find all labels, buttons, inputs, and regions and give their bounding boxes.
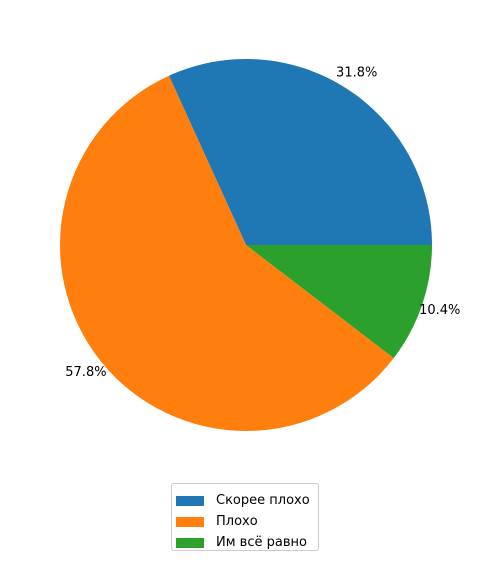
legend-swatch-im-vse-ravno bbox=[176, 537, 204, 548]
legend-label-im-vse-ravno: Им всё равно bbox=[216, 535, 307, 550]
pie-slice-ploho bbox=[60, 75, 394, 432]
legend-label-ploho: Плохо bbox=[216, 514, 258, 529]
legend-label-skoree-ploho: Скорее плохо bbox=[216, 493, 310, 508]
legend: Скорее плохо Плохо Им всё равно bbox=[171, 483, 319, 551]
pie-label-im-vse-ravno: 10.4% bbox=[419, 303, 460, 318]
pie-slice-im-vse-ravno bbox=[246, 245, 432, 359]
legend-item-ploho: Плохо bbox=[176, 511, 318, 532]
pie-label-skoree-ploho: 31.8% bbox=[336, 65, 377, 80]
pie-slice-skoree-ploho bbox=[168, 59, 432, 245]
legend-swatch-ploho bbox=[176, 516, 204, 527]
legend-item-im-vse-ravno: Им всё равно bbox=[176, 532, 318, 553]
legend-item-skoree-ploho: Скорее плохо bbox=[176, 490, 318, 511]
pie-label-ploho: 57.8% bbox=[65, 365, 106, 380]
legend-swatch-skoree-ploho bbox=[176, 495, 204, 506]
